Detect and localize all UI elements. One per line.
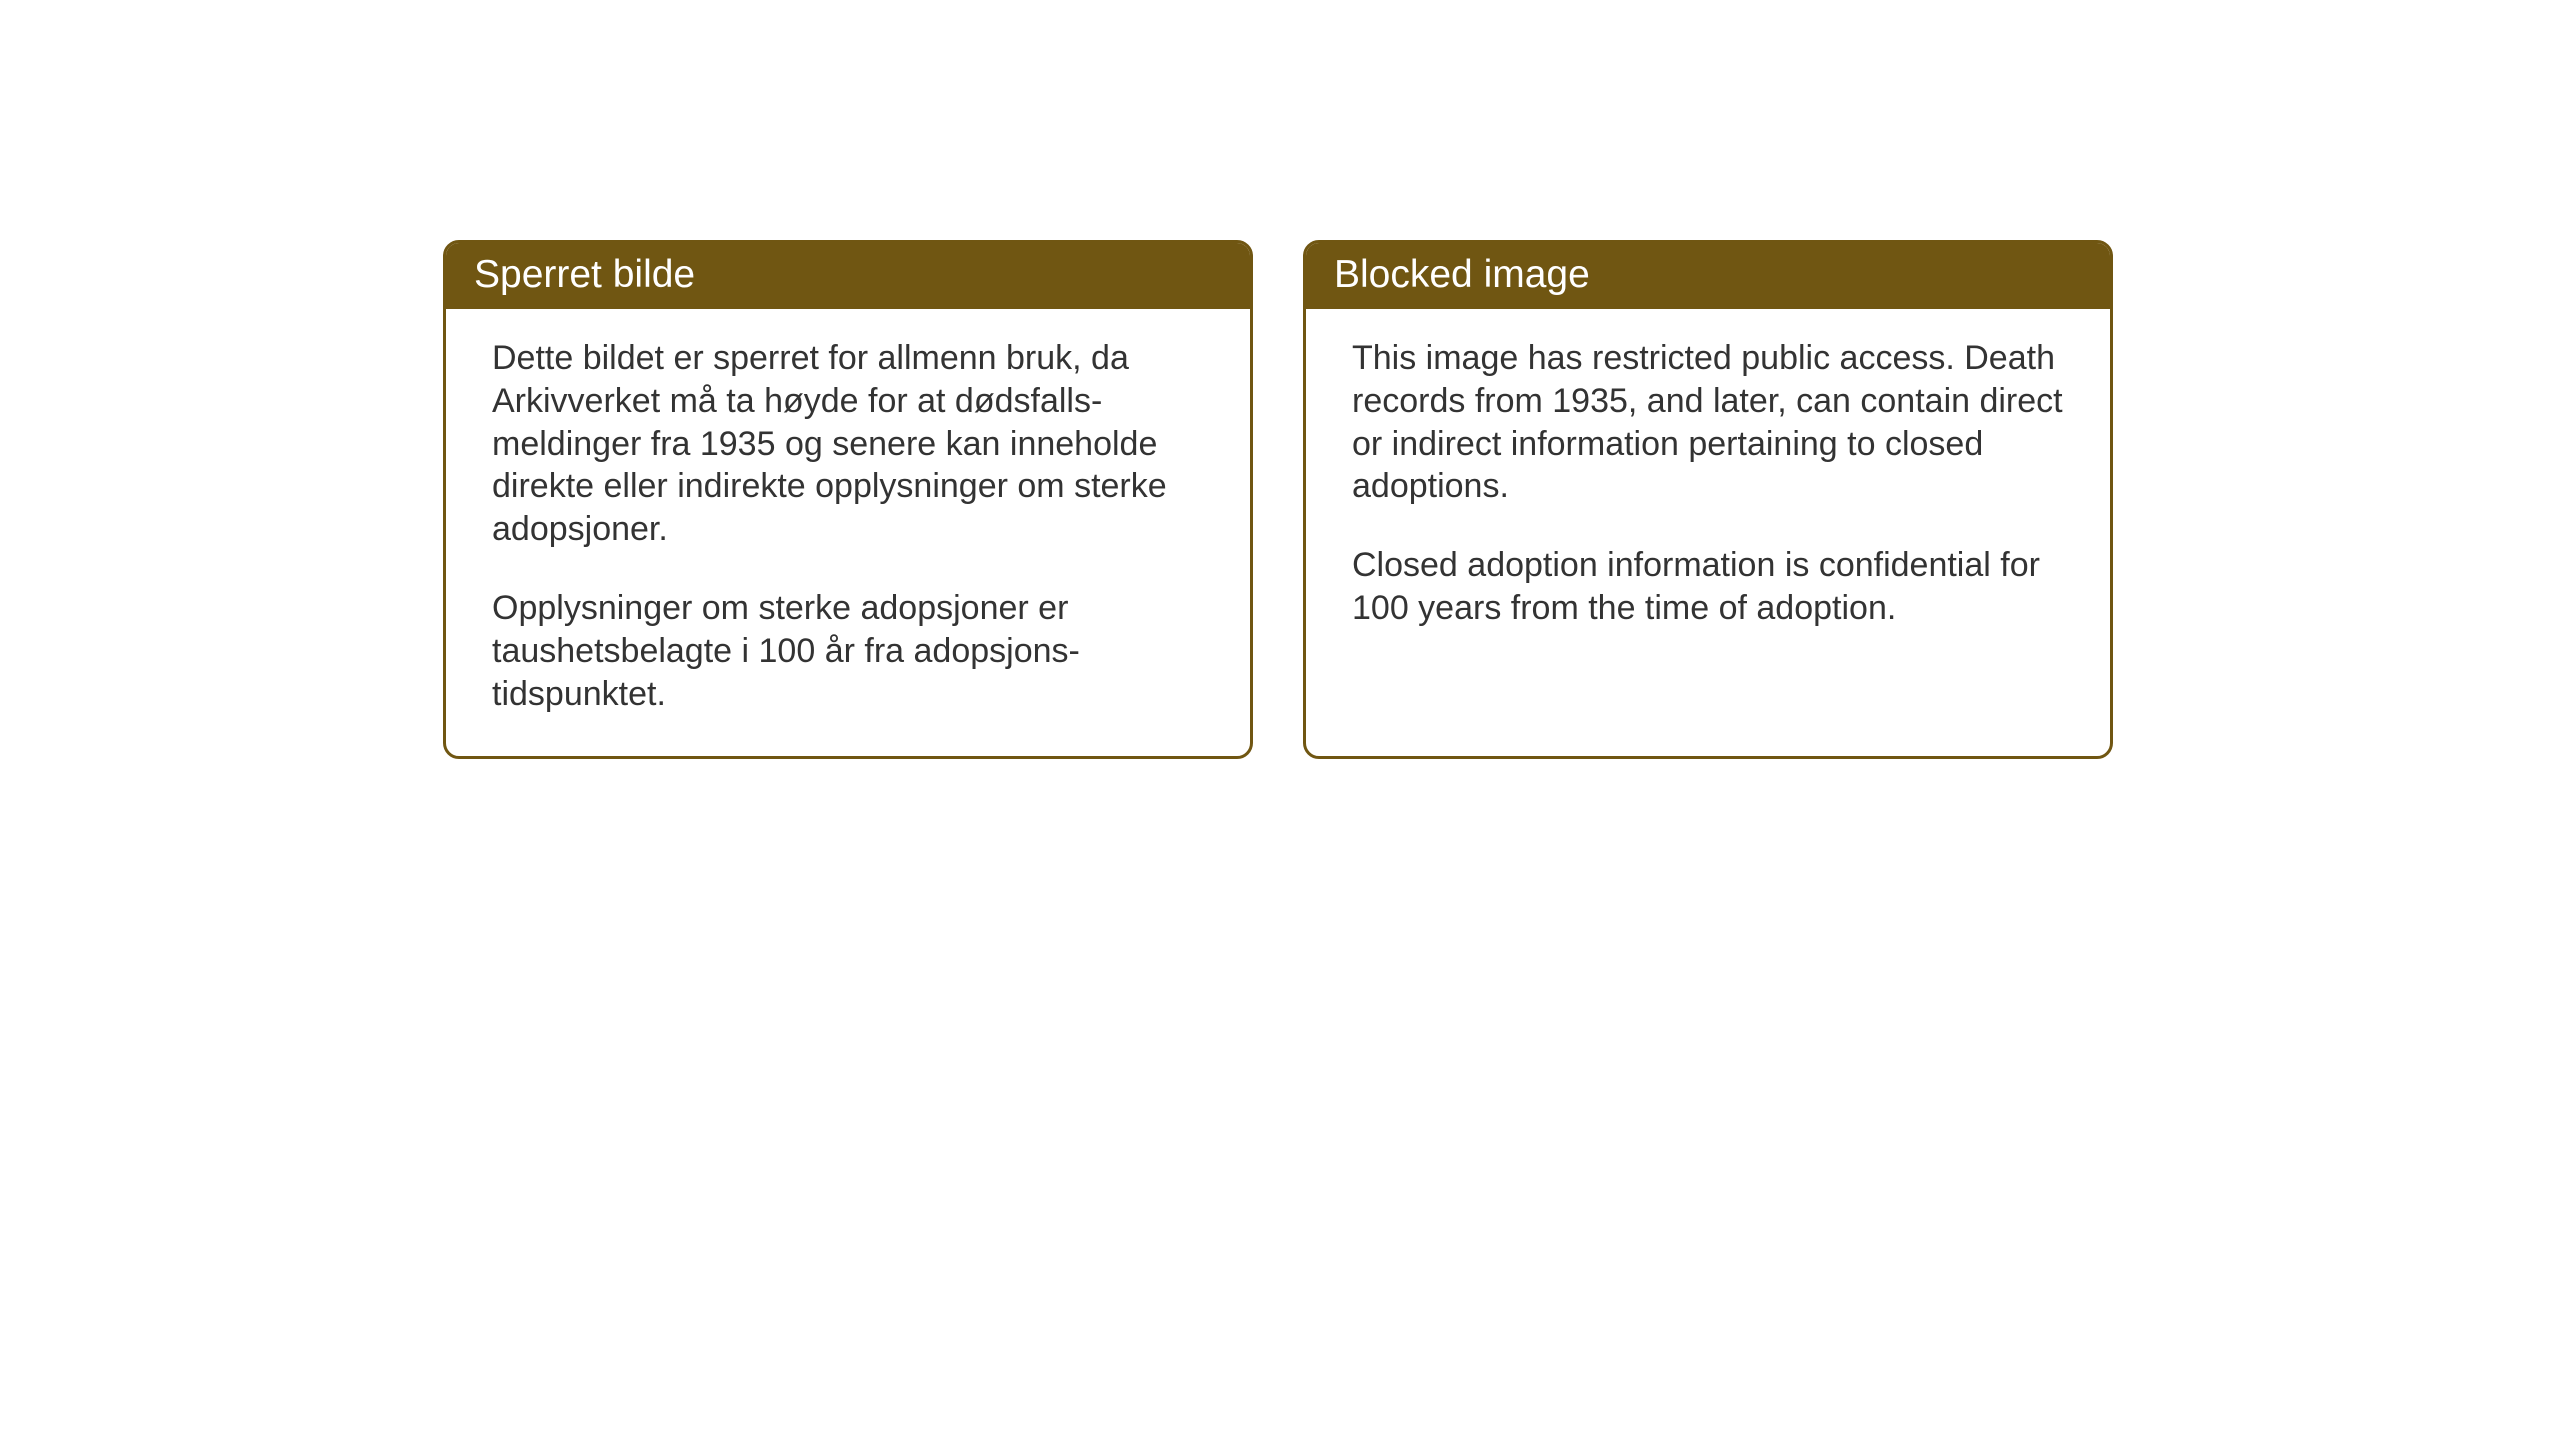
cards-container: Sperret bilde Dette bildet er sperret fo… <box>443 240 2113 759</box>
card-norwegian: Sperret bilde Dette bildet er sperret fo… <box>443 240 1253 759</box>
card-body-norwegian: Dette bildet er sperret for allmenn bruk… <box>446 309 1250 756</box>
card-english: Blocked image This image has restricted … <box>1303 240 2113 759</box>
card-header-norwegian: Sperret bilde <box>446 243 1250 309</box>
card-paragraph: This image has restricted public access.… <box>1352 337 2070 508</box>
card-paragraph: Closed adoption information is confident… <box>1352 544 2070 630</box>
card-header-english: Blocked image <box>1306 243 2110 309</box>
card-paragraph: Dette bildet er sperret for allmenn bruk… <box>492 337 1210 551</box>
card-paragraph: Opplysninger om sterke adopsjoner er tau… <box>492 587 1210 715</box>
card-body-english: This image has restricted public access.… <box>1306 309 2110 670</box>
